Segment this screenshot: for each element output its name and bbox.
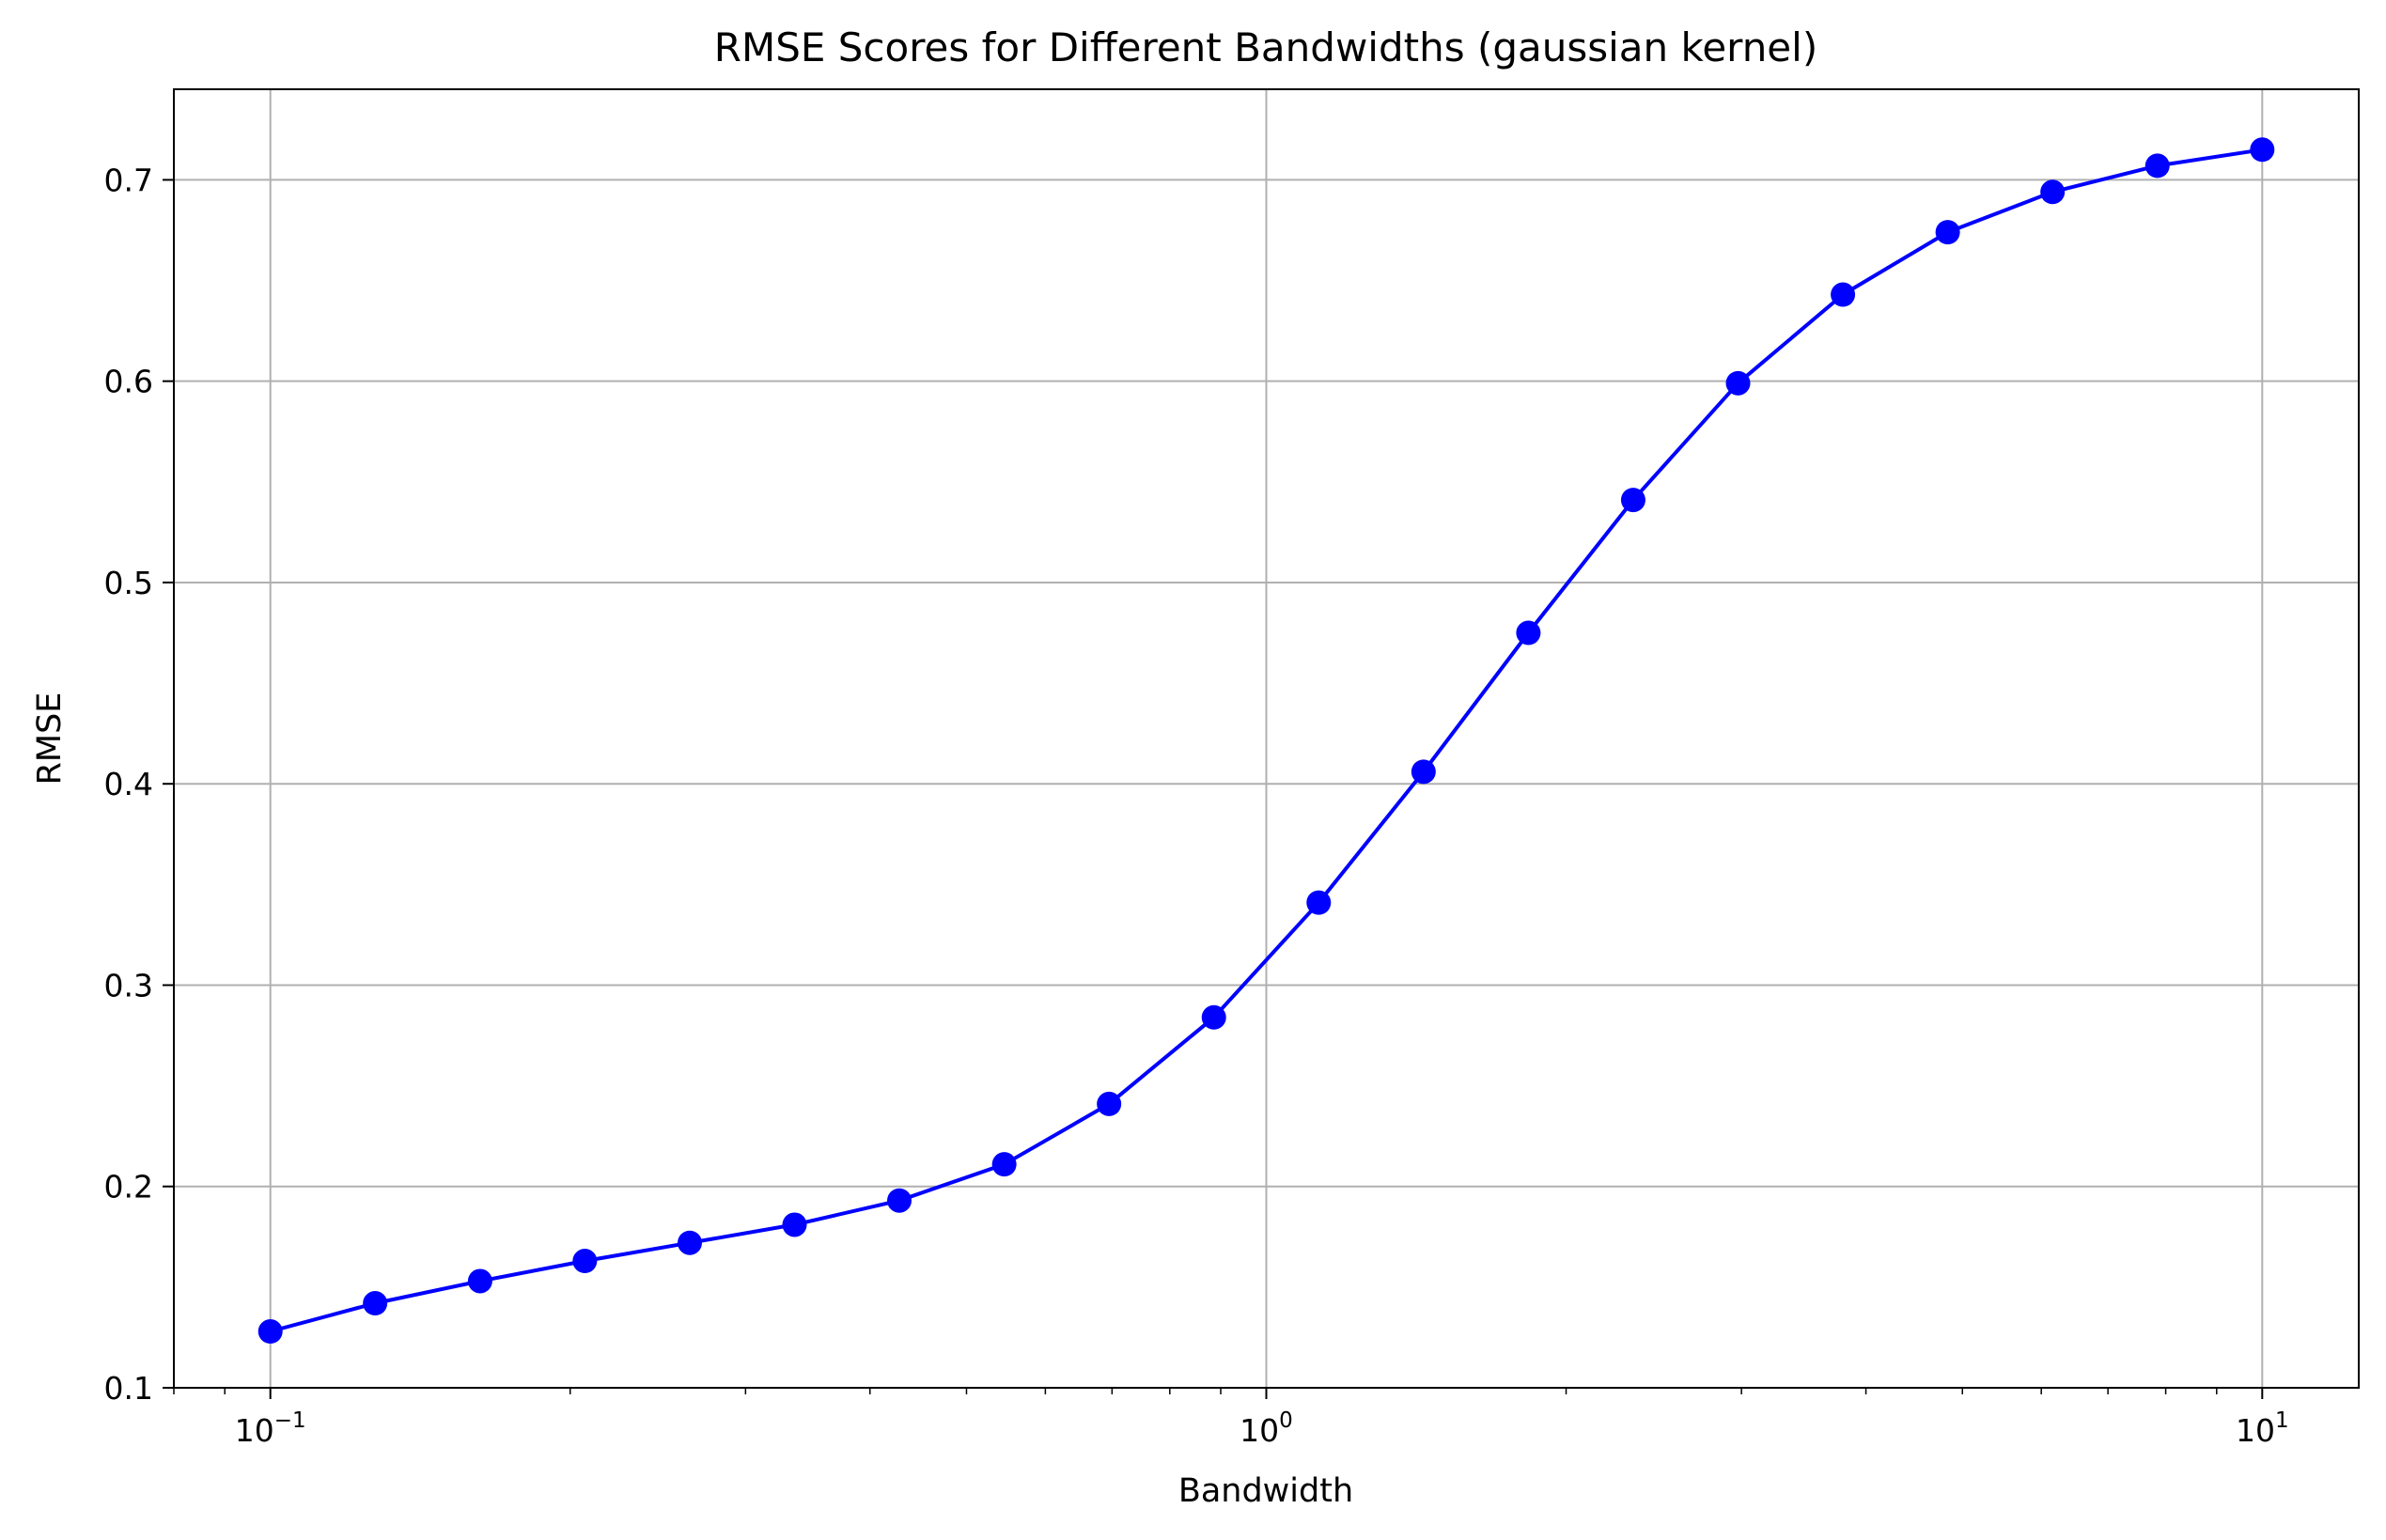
data-point-4 <box>677 1230 702 1255</box>
data-point-14 <box>1725 370 1751 396</box>
y-tick-label-1: 0.2 <box>104 1169 153 1206</box>
data-point-18 <box>2144 153 2170 179</box>
y-tick-label-3: 0.4 <box>104 766 153 802</box>
data-point-3 <box>572 1249 598 1274</box>
data-point-9 <box>1201 1004 1226 1030</box>
x-tick-label-1: 100 <box>1240 1408 1293 1449</box>
data-point-19 <box>2250 137 2275 163</box>
chart-title: RMSE Scores for Different Bandwidths (ga… <box>714 24 1817 70</box>
data-point-17 <box>2040 179 2066 205</box>
data-point-11 <box>1411 759 1436 785</box>
data-point-5 <box>782 1212 807 1237</box>
data-point-12 <box>1516 620 1541 646</box>
data-point-13 <box>1620 488 1645 513</box>
x-tick-label-0: 10−1 <box>235 1408 306 1449</box>
data-point-10 <box>1306 890 1332 915</box>
data-point-6 <box>887 1188 912 1213</box>
y-tick-label-0: 0.1 <box>104 1370 153 1407</box>
y-tick-label-2: 0.3 <box>104 967 153 1003</box>
grid-layer <box>174 89 2359 1389</box>
series-line-0 <box>270 148 2263 1333</box>
y-tick-label-4: 0.5 <box>104 565 153 601</box>
tick-layer: 0.1 0.2 0.3 0.4 0.5 0.6 0.7 10−1 100 101 <box>104 162 2289 1449</box>
series-layer <box>257 137 2275 1345</box>
data-point-15 <box>1831 282 1856 307</box>
data-point-0 <box>257 1319 283 1345</box>
data-point-16 <box>1935 220 1960 245</box>
data-point-1 <box>363 1291 388 1316</box>
y-tick-label-5: 0.6 <box>104 364 153 400</box>
data-point-2 <box>467 1268 492 1294</box>
x-axis-label: Bandwidth <box>1178 1472 1353 1510</box>
data-point-8 <box>1097 1091 1122 1116</box>
y-tick-label-6: 0.7 <box>104 162 153 198</box>
y-axis-label: RMSE <box>31 692 69 786</box>
data-point-7 <box>991 1152 1017 1177</box>
x-tick-label-2: 101 <box>2236 1408 2289 1449</box>
